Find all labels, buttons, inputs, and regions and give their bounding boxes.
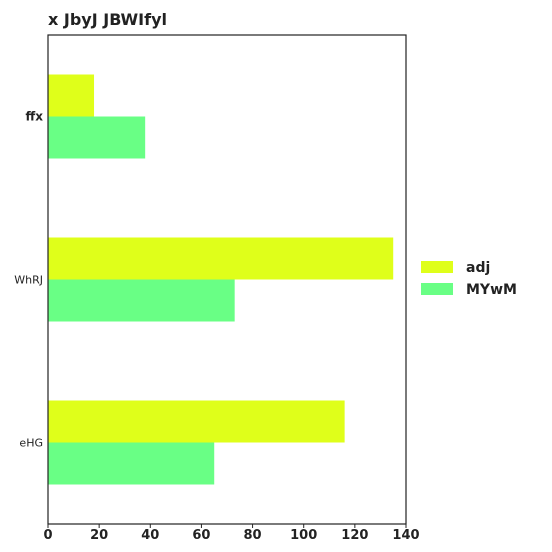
bar-adj-WhRJ bbox=[48, 238, 393, 280]
bar-MYwM-eHG bbox=[48, 443, 214, 485]
bar-adj-eHG bbox=[48, 401, 345, 443]
legend-label-adj: adj bbox=[466, 260, 490, 276]
x-tick-label: 20 bbox=[90, 528, 108, 543]
x-tick-label: 140 bbox=[392, 528, 419, 543]
legend-swatch-adj bbox=[421, 261, 453, 273]
x-tick-label: 80 bbox=[244, 528, 262, 543]
category-label-eHG: eHG bbox=[19, 437, 43, 450]
x-tick-label: 40 bbox=[141, 528, 159, 543]
bar-MYwM-WhRJ bbox=[48, 280, 235, 322]
legend-swatch-MYwM bbox=[421, 283, 453, 295]
bar-MYwM-ffx bbox=[48, 117, 145, 159]
x-tick-label: 120 bbox=[341, 528, 368, 543]
chart-title: x JbyJ JBWIfyl bbox=[48, 10, 167, 29]
x-tick-label: 0 bbox=[43, 528, 52, 543]
x-tick-label: 60 bbox=[192, 528, 210, 543]
category-labels: ffx WhRJ eHG bbox=[14, 110, 43, 450]
x-tick-label: 100 bbox=[290, 528, 317, 543]
bar-adj-ffx bbox=[48, 75, 94, 117]
bars-layer bbox=[48, 75, 393, 485]
legend: adj MYwM bbox=[421, 260, 517, 298]
legend-label-MYwM: MYwM bbox=[466, 282, 517, 298]
x-axis-ticks: 0 20 40 60 80 100 120 140 bbox=[43, 524, 419, 543]
category-label-WhRJ: WhRJ bbox=[14, 274, 43, 287]
category-label-ffx: ffx bbox=[26, 110, 44, 124]
